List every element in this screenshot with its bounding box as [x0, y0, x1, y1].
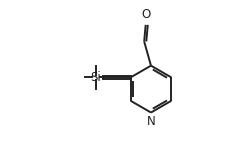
Text: O: O: [142, 8, 151, 21]
Text: N: N: [147, 115, 155, 128]
Text: Si: Si: [91, 71, 101, 84]
